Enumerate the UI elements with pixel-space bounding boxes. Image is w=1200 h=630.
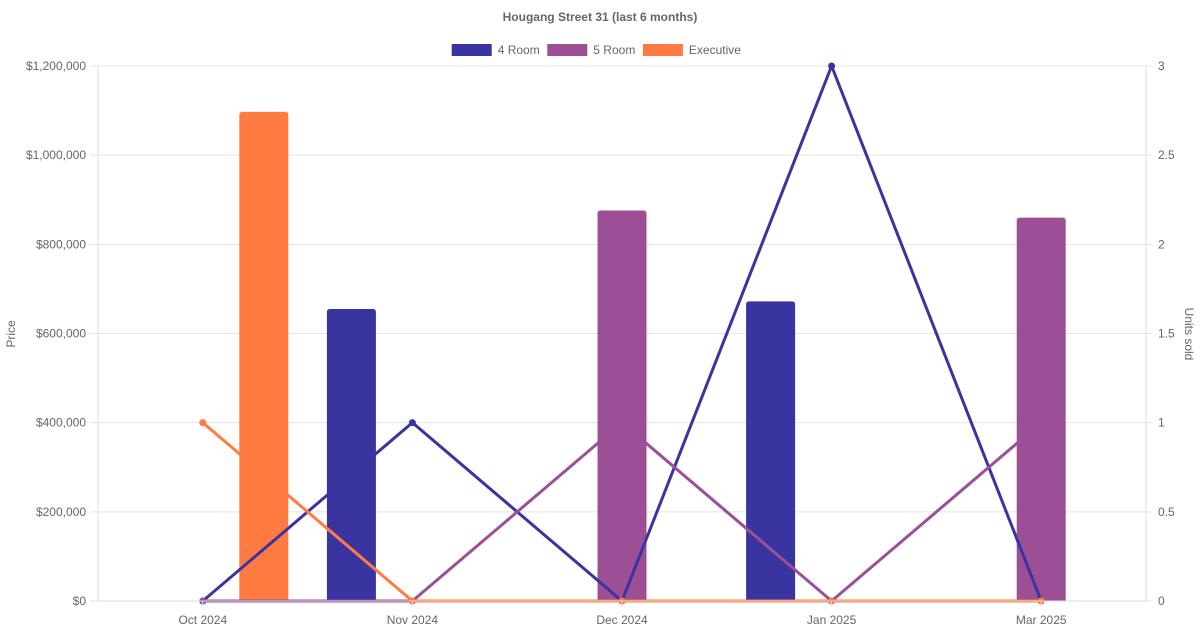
x-tick-label: Mar 2025 bbox=[1016, 613, 1067, 627]
legend-label: Executive bbox=[689, 43, 741, 57]
y-left-tick-label: $800,000 bbox=[36, 237, 86, 251]
y-left-tick-label: $600,000 bbox=[36, 327, 86, 341]
y-right-tick-label: 2 bbox=[1158, 237, 1165, 251]
y-left-tick-label: $1,200,000 bbox=[26, 59, 86, 73]
point bbox=[199, 419, 207, 427]
y-left-tick-label: $1,000,000 bbox=[26, 148, 86, 162]
y-right-tick-label: 0.5 bbox=[1158, 505, 1175, 519]
axes: $0 $200,000 $400,000 $600,000 $800,000 $1,000… bbox=[26, 59, 1175, 627]
y-right-tick-label: 2.5 bbox=[1158, 148, 1175, 162]
bar bbox=[746, 301, 796, 601]
bar bbox=[239, 111, 289, 601]
bar bbox=[1016, 217, 1066, 602]
y-right-tick-label: 3 bbox=[1158, 59, 1165, 73]
x-tick-label: Oct 2024 bbox=[178, 613, 227, 627]
y-left-axis-title: Price bbox=[4, 320, 18, 348]
y-right-tick-label: 1 bbox=[1158, 416, 1165, 430]
point bbox=[828, 62, 836, 70]
x-tick-label: Nov 2024 bbox=[387, 613, 439, 627]
y-left-tick-label: $400,000 bbox=[36, 416, 86, 430]
point bbox=[618, 419, 626, 427]
point bbox=[408, 419, 416, 427]
y-left-tick-label: $0 bbox=[73, 594, 87, 608]
legend-swatch bbox=[642, 44, 683, 56]
y-left-tick-label: $200,000 bbox=[36, 505, 86, 519]
legend-label: 5 Room bbox=[593, 43, 635, 57]
x-tick-label: Jan 2025 bbox=[807, 613, 857, 627]
bar bbox=[326, 308, 376, 601]
point bbox=[1037, 419, 1045, 427]
y-right-tick-label: 1.5 bbox=[1158, 327, 1175, 341]
legend-label: 4 Room bbox=[498, 43, 540, 57]
bar bbox=[597, 210, 647, 601]
x-tick-label: Dec 2024 bbox=[596, 613, 648, 627]
legend: 4 Room 5 Room Executive bbox=[451, 43, 741, 57]
y-right-tick-label: 0 bbox=[1158, 594, 1165, 608]
legend-swatch bbox=[547, 44, 588, 56]
chart-title: Hougang Street 31 (last 6 months) bbox=[503, 10, 698, 24]
bars bbox=[239, 111, 1066, 602]
y-right-axis-title: Units sold bbox=[1182, 308, 1196, 361]
legend-swatch bbox=[451, 44, 492, 56]
